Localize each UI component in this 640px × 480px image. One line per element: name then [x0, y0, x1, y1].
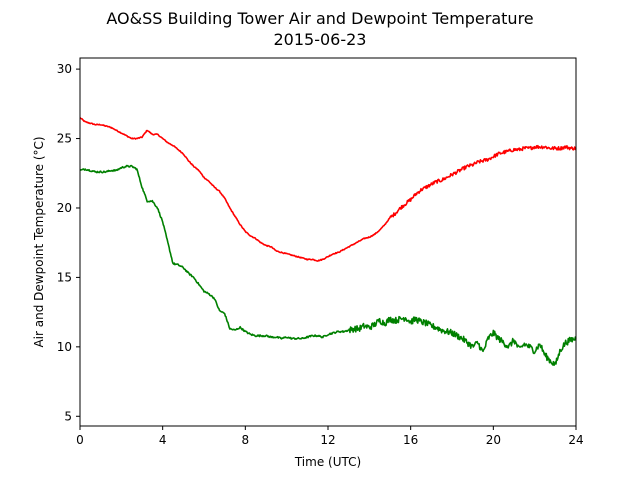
x-tick-label: 8	[242, 433, 250, 447]
dewpoint-temperature-line	[79, 164, 577, 367]
y-tick-label: 30	[57, 62, 72, 76]
chart-subtitle: 2015-06-23	[274, 30, 367, 49]
y-tick-label: 5	[64, 409, 72, 423]
air-temperature-line	[79, 117, 577, 262]
y-tick-label: 20	[57, 201, 72, 215]
y-axis-label: Air and Dewpoint Temperature (°C)	[32, 136, 46, 347]
x-tick-label: 20	[486, 433, 501, 447]
y-tick-label: 15	[57, 270, 72, 284]
x-tick-label: 24	[568, 433, 583, 447]
y-tick-label: 10	[57, 340, 72, 354]
series-layer	[79, 117, 577, 367]
x-axis-label: Time (UTC)	[294, 455, 361, 469]
y-tick-label: 25	[57, 132, 72, 146]
x-tick-label: 16	[403, 433, 418, 447]
y-axis-ticks: 5 10 15 20 25 30	[57, 62, 80, 423]
x-tick-label: 4	[159, 433, 167, 447]
x-tick-label: 0	[76, 433, 84, 447]
chart-title: AO&SS Building Tower Air and Dewpoint Te…	[106, 9, 533, 28]
x-tick-label: 12	[320, 433, 335, 447]
plot-area	[80, 58, 576, 426]
x-axis-ticks: 0 4 8 12 16 20 24	[76, 426, 584, 447]
